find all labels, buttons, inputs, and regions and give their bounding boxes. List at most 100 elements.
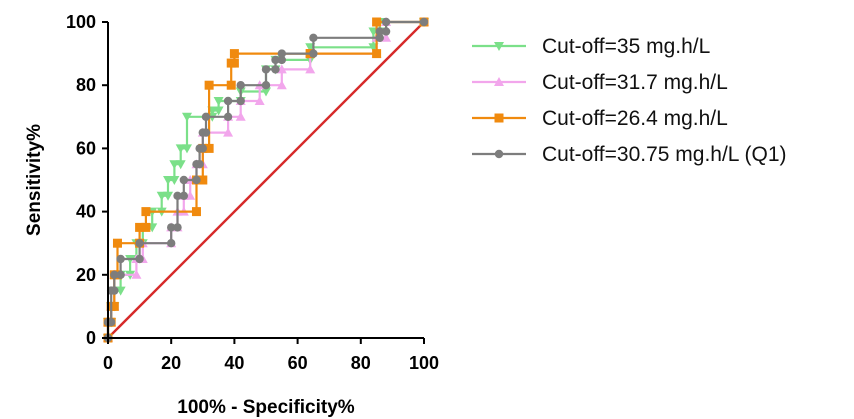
data-point	[271, 55, 280, 65]
x-tick-label: 80	[351, 353, 371, 373]
data-point	[271, 65, 280, 74]
data-point	[229, 58, 239, 68]
data-point	[163, 176, 174, 185]
data-point	[226, 80, 236, 90]
legend-label: Cut-off=26.4 mg.h/L	[542, 107, 728, 130]
data-point	[109, 301, 119, 311]
data-point	[173, 191, 182, 200]
data-point	[167, 239, 176, 248]
legend-marker	[494, 77, 504, 86]
data-point	[167, 223, 176, 232]
x-tick-label: 60	[288, 353, 308, 373]
data-point	[254, 96, 265, 105]
data-point	[175, 160, 186, 170]
data-point	[179, 191, 189, 200]
data-point	[141, 222, 151, 232]
data-point	[135, 239, 144, 248]
series-4	[103, 17, 429, 343]
data-point	[131, 269, 142, 279]
data-point	[261, 65, 271, 74]
y-tick-label: 80	[76, 75, 96, 95]
data-point	[169, 160, 180, 170]
data-point	[182, 144, 192, 154]
data-point	[277, 55, 286, 65]
data-point	[276, 64, 287, 74]
data-point	[112, 238, 122, 248]
data-point	[110, 286, 119, 295]
y-tick-label: 100	[66, 12, 96, 32]
data-point	[163, 191, 174, 201]
data-point	[116, 270, 125, 279]
data-point	[213, 106, 224, 116]
legend-marker	[494, 113, 504, 123]
legend-item-4: Cut-off=30.75 mg.h/L (Q1)	[472, 143, 787, 166]
data-point	[309, 49, 318, 58]
legend-item-3: Cut-off=26.4 mg.h/L	[472, 107, 728, 130]
data-point	[236, 96, 245, 106]
data-point	[277, 49, 286, 58]
data-point	[141, 207, 151, 217]
data-point	[261, 87, 271, 97]
data-point	[381, 27, 391, 36]
data-point	[179, 175, 189, 185]
legend-marker	[494, 42, 504, 51]
data-point	[223, 96, 233, 106]
data-point	[223, 127, 234, 137]
data-point	[116, 254, 125, 264]
x-tick-label: 40	[224, 353, 244, 373]
data-point	[110, 270, 119, 279]
data-point	[372, 49, 382, 59]
y-tick-label: 20	[76, 265, 96, 285]
data-point	[235, 111, 246, 121]
data-point	[305, 64, 316, 74]
data-point	[198, 144, 207, 153]
y-tick-label: 60	[76, 138, 96, 158]
data-point	[375, 33, 384, 42]
data-point	[156, 191, 167, 201]
legend-label: Cut-off=31.7 mg.h/L	[542, 71, 728, 94]
legend-item-1: Cut-off=35 mg.h/L	[472, 35, 710, 58]
x-axis-title: 100% - Specificity%	[177, 397, 355, 418]
data-point	[195, 160, 204, 169]
data-point	[204, 80, 214, 90]
data-point	[261, 81, 271, 90]
axes: 0 20 40 60 80 100 0 20 40 60 80 100	[66, 12, 439, 373]
legend: Cut-off=35 mg.h/L Cut-off=31.7 mg.h/L Cut-…	[472, 35, 787, 166]
data-point	[135, 254, 144, 264]
data-point	[182, 112, 192, 122]
legend-item-2: Cut-off=31.7 mg.h/L	[472, 71, 728, 94]
data-point	[106, 318, 116, 327]
data-point	[191, 207, 201, 217]
data-point	[135, 222, 145, 232]
data-point	[381, 17, 391, 27]
data-point	[204, 143, 214, 153]
y-tick-label: 40	[76, 202, 96, 222]
data-point	[419, 17, 429, 27]
data-point	[372, 17, 382, 27]
data-point	[173, 223, 182, 232]
data-point	[201, 112, 211, 122]
data-point	[213, 97, 224, 106]
data-point	[175, 144, 186, 154]
data-point	[236, 81, 245, 90]
data-point	[198, 175, 208, 185]
legend-marker	[494, 149, 504, 159]
data-point	[381, 32, 392, 42]
data-point	[375, 27, 384, 36]
plot-area	[103, 17, 429, 343]
data-point	[309, 33, 318, 42]
data-point	[223, 112, 233, 122]
y-tick-label: 0	[86, 328, 96, 348]
data-point	[185, 190, 196, 200]
reference-line	[107, 21, 425, 339]
legend-label: Cut-off=35 mg.h/L	[542, 35, 710, 58]
data-point	[201, 128, 211, 137]
data-point	[192, 175, 201, 185]
legend-label: Cut-off=30.75 mg.h/L (Q1)	[542, 143, 787, 166]
data-point	[169, 176, 180, 185]
x-tick-label: 20	[161, 353, 181, 373]
x-tick-label: 100	[409, 353, 439, 373]
data-point	[276, 80, 287, 90]
y-axis-title: Sensitivity%	[24, 124, 45, 236]
